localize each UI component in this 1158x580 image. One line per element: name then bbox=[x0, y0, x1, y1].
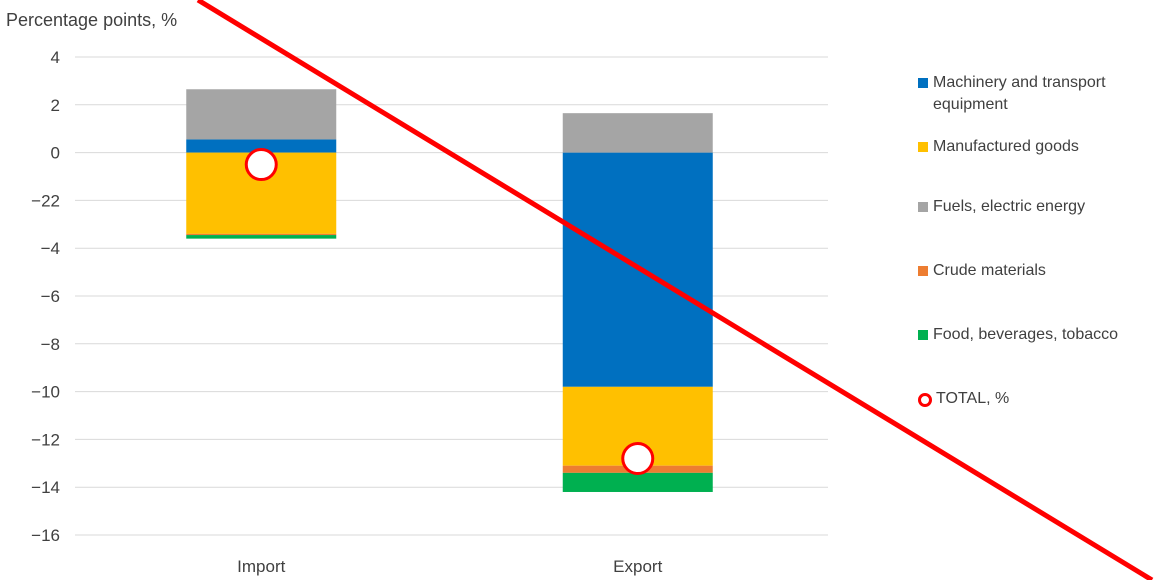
total-markers bbox=[244, 148, 655, 476]
y-tick-label: −22 bbox=[31, 191, 60, 210]
legend-item: Crude materials bbox=[918, 260, 1151, 282]
legend-label: Crude materials bbox=[933, 262, 1046, 279]
bar-segment bbox=[186, 139, 337, 153]
legend-item: Food, beverages, tobacco bbox=[918, 324, 1151, 346]
legend-label: Machinery and transport equipment bbox=[933, 74, 1106, 113]
bars bbox=[186, 89, 713, 492]
legend-marker-icon bbox=[918, 393, 932, 407]
y-tick-label: −8 bbox=[41, 335, 60, 354]
y-tick-label: −10 bbox=[31, 383, 60, 402]
y-tick-label: 2 bbox=[51, 96, 60, 115]
legend-swatch bbox=[918, 266, 928, 276]
y-tick-label: 4 bbox=[51, 48, 60, 67]
y-tick-label: −14 bbox=[31, 478, 60, 497]
legend-swatch bbox=[918, 78, 928, 88]
legend-item: Manufactured goods bbox=[918, 136, 1151, 158]
x-tick-label: Export bbox=[613, 557, 662, 576]
y-tick-label: −4 bbox=[41, 239, 60, 258]
y-tick-labels: 4 2 0 −22 −4 −6 −8 −10 −12 −14 −16 bbox=[31, 48, 60, 545]
y-tick-label: 0 bbox=[51, 144, 60, 163]
legend-label: TOTAL, % bbox=[936, 390, 1010, 407]
total-marker bbox=[244, 148, 278, 182]
legend-label: Fuels, electric energy bbox=[933, 198, 1086, 215]
bar-segment bbox=[186, 89, 337, 140]
bar-segment bbox=[186, 235, 337, 239]
red-strikethrough-line bbox=[196, 0, 1154, 580]
x-tick-label: Import bbox=[237, 557, 285, 576]
legend-item: TOTAL, % bbox=[918, 388, 1154, 410]
x-tick-labels: Import Export bbox=[237, 557, 662, 576]
y-tick-label: −6 bbox=[41, 287, 60, 306]
total-marker bbox=[621, 442, 655, 476]
y-tick-label: −12 bbox=[31, 430, 60, 449]
bar-segment bbox=[562, 113, 713, 153]
legend-item: Machinery and transport equipment bbox=[918, 72, 1151, 116]
legend-swatch bbox=[918, 202, 928, 212]
legend-label: Food, beverages, tobacco bbox=[933, 326, 1119, 343]
legend-label: Manufactured goods bbox=[933, 138, 1079, 155]
legend-swatch bbox=[918, 142, 928, 152]
bar-segment bbox=[562, 472, 713, 492]
legend-item: Fuels, electric energy bbox=[918, 196, 1151, 218]
bar-segment bbox=[186, 233, 337, 236]
legend-swatch bbox=[918, 330, 928, 340]
y-tick-label: −16 bbox=[31, 526, 60, 545]
y-axis-label: Percentage points, % bbox=[6, 10, 177, 30]
